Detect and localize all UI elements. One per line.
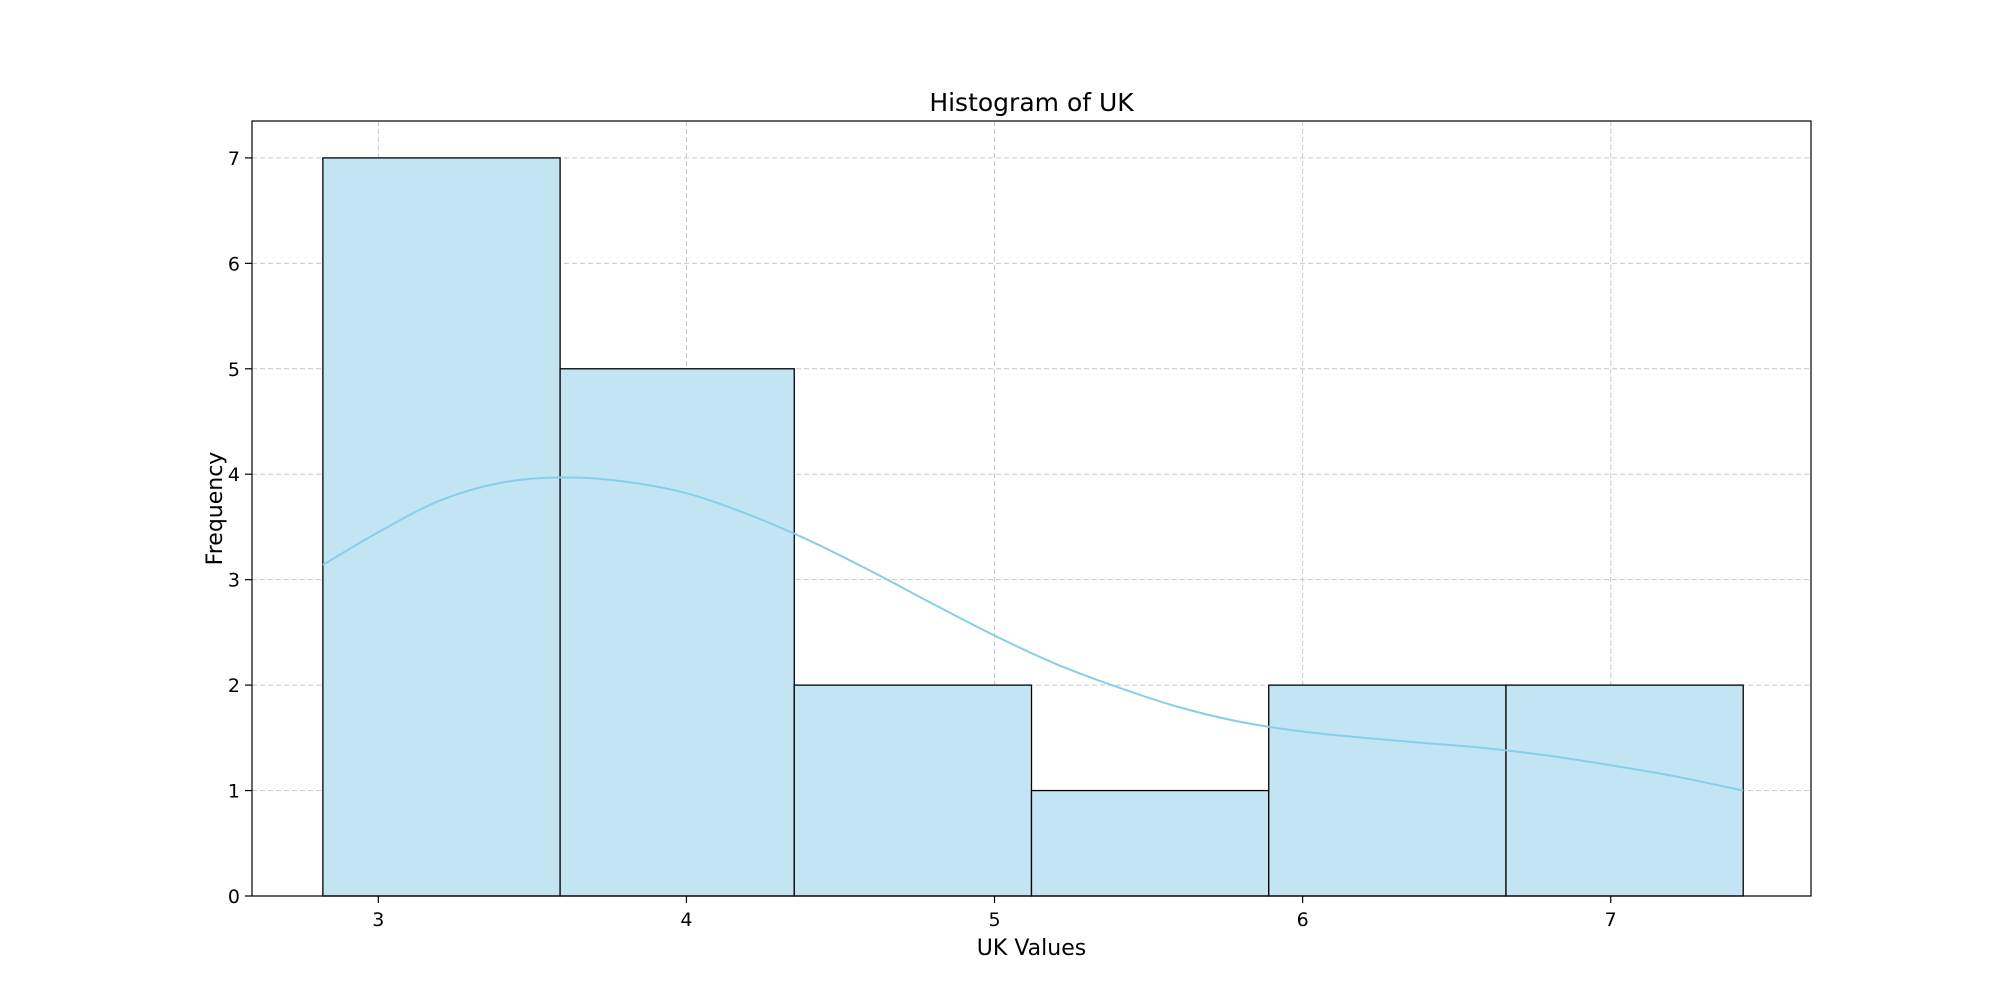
x-tick-label: 5 (988, 909, 1000, 931)
histogram-bars (322, 157, 1744, 897)
kde-curve-group (322, 476, 1744, 792)
y-tick-label: 4 (228, 464, 240, 486)
y-tick-label: 3 (228, 570, 240, 592)
histogram-bar-4 (1030, 789, 1270, 897)
histogram-bar-6 (1505, 684, 1744, 897)
histogram-bar-3 (793, 684, 1033, 897)
kde-curve (322, 476, 1744, 792)
histogram-bar-5 (1268, 684, 1507, 897)
y-tick-label: 5 (228, 359, 240, 381)
x-tick-label: 7 (1605, 909, 1617, 931)
plot-frame (251, 120, 1812, 897)
axis-ticks: 3 4 5 6 7 0 1 2 3 4 5 6 7 (228, 148, 1617, 931)
histogram-bar-1 (322, 157, 561, 897)
y-tick-label: 1 (228, 781, 240, 803)
x-tick-label: 6 (1297, 909, 1309, 931)
x-tick-label: 4 (680, 909, 692, 931)
y-axis-title: Frequency (203, 452, 228, 566)
y-tick-label: 2 (228, 675, 240, 697)
x-tick-label: 3 (372, 909, 384, 931)
chart-title: Histogram of UK (929, 88, 1134, 117)
y-tick-label: 7 (228, 148, 240, 170)
y-tick-label: 0 (228, 886, 240, 908)
x-axis-title: UK Values (977, 936, 1086, 961)
histogram-bar-2 (559, 368, 795, 897)
y-tick-label: 6 (228, 253, 240, 275)
